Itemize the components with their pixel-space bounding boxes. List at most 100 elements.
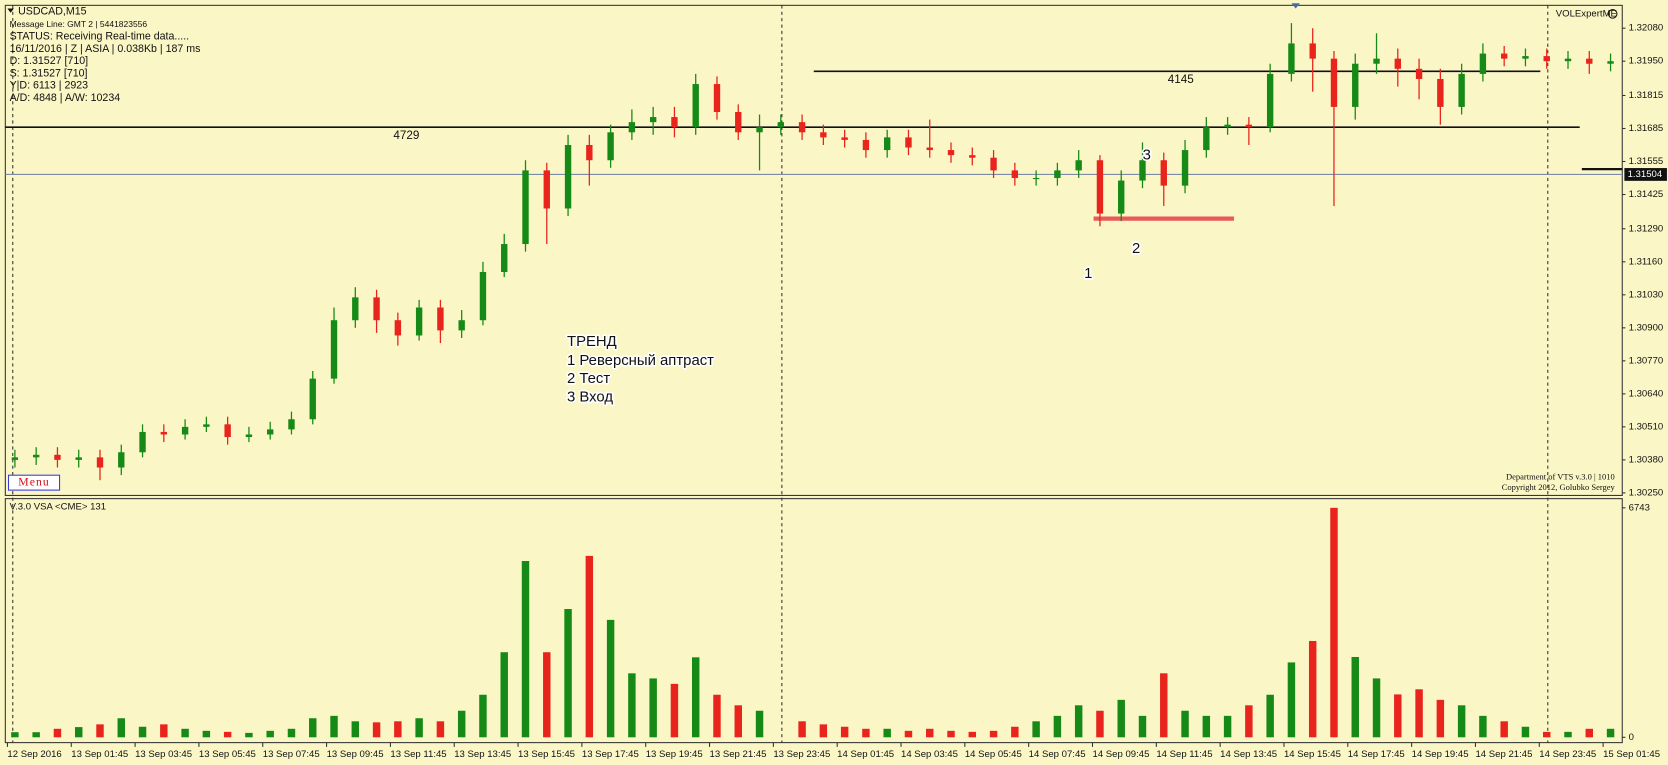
volume-bar xyxy=(1308,640,1317,738)
volume-bar xyxy=(521,561,530,738)
candle-body xyxy=(181,426,189,435)
candle-body xyxy=(139,431,146,453)
volume-bar xyxy=(1457,705,1466,738)
candle-body xyxy=(1437,78,1444,107)
x-tick-label: 13 Sep 09:45 xyxy=(327,749,384,760)
menu-box[interactable] xyxy=(7,474,61,491)
volume-bar xyxy=(1585,728,1594,738)
note-line: 2 Тест xyxy=(567,371,610,387)
candle-body xyxy=(1607,61,1614,64)
y-tick-label: 1.31030 xyxy=(1629,289,1664,300)
volume-bar xyxy=(862,728,870,738)
y-tick-label: 1.31555 xyxy=(1629,156,1664,167)
x-tick-label: 14 Sep 05:45 xyxy=(965,749,1022,760)
candle-body xyxy=(1011,170,1019,179)
volume-bar xyxy=(415,718,423,738)
candle-body xyxy=(905,137,912,148)
candle-body xyxy=(926,147,933,151)
candle-body xyxy=(1181,150,1189,186)
x-tick-label: 14 Sep 01:45 xyxy=(837,749,894,760)
candle-body xyxy=(607,132,614,161)
candle-body xyxy=(1288,43,1295,74)
level-label: 4729 xyxy=(393,129,419,142)
candle-body xyxy=(1139,160,1146,181)
volume-bar xyxy=(436,721,445,738)
volume-bar xyxy=(245,732,253,738)
candle-body xyxy=(1373,58,1380,64)
candle-body xyxy=(394,320,402,336)
marker-label: 2 xyxy=(1132,241,1140,257)
volume-bar xyxy=(713,694,721,738)
menu-button[interactable]: Menu xyxy=(7,474,61,491)
y-tick-label: 1.30640 xyxy=(1629,388,1664,399)
x-tick-label: 12 Sep 2016 xyxy=(7,749,61,760)
volume-bar xyxy=(968,731,977,738)
volume-bar xyxy=(330,715,338,738)
x-tick-label: 13 Sep 01:45 xyxy=(71,749,128,760)
footer-line: Copyright 2012, Golubko Sergey xyxy=(1502,482,1616,492)
marker-arrow xyxy=(1291,3,1300,9)
candle-body xyxy=(586,144,593,161)
candle-body xyxy=(415,307,423,336)
volume-bar xyxy=(1372,678,1381,738)
indicator-icon xyxy=(1607,9,1618,19)
volume-bar xyxy=(564,608,572,738)
x-tick-label: 14 Sep 21:45 xyxy=(1475,749,1532,760)
x-tick-label: 13 Sep 15:45 xyxy=(518,749,575,760)
candle-body xyxy=(309,378,316,420)
candle-body xyxy=(1352,63,1359,107)
volume-bar xyxy=(1287,662,1296,738)
x-tick-label: 13 Sep 03:45 xyxy=(135,749,192,760)
marker-label: 3 xyxy=(1143,147,1151,163)
y-tick-label: 1.32080 xyxy=(1629,23,1664,34)
volume-bar xyxy=(181,728,189,738)
candle-body xyxy=(543,170,550,209)
symbol-title: USDCAD,M15 xyxy=(18,6,87,18)
candle-body xyxy=(1543,56,1550,62)
info-line: STATUS: Receiving Real-time data..... xyxy=(10,31,190,43)
y-tick-label: 1.30770 xyxy=(1629,355,1664,366)
volume-bar xyxy=(1053,715,1062,738)
footer-line: Department of VTS v.3.0 | 1010 xyxy=(1506,471,1615,481)
candle-body xyxy=(1479,53,1487,74)
volume-bar xyxy=(1223,715,1232,738)
candle-body xyxy=(841,137,848,140)
volume-bar xyxy=(394,721,402,738)
volume-bar xyxy=(1564,731,1572,738)
volume-bar xyxy=(840,726,849,738)
info-line: 16/11/2016 | Z | ASIA | 0.038Kb | 187 ms xyxy=(10,43,201,55)
note-line: 1 Реверсный аптраст xyxy=(567,353,714,369)
y-tick-label: 1.31290 xyxy=(1629,223,1664,234)
volume-bar xyxy=(479,694,487,738)
candle-body xyxy=(203,424,210,427)
volume-bar xyxy=(1351,656,1359,738)
volume-bar xyxy=(989,730,998,738)
volume-bar xyxy=(543,652,551,738)
indicator-name: VOLExpertME xyxy=(1556,8,1617,19)
x-tick-label: 14 Sep 23:45 xyxy=(1539,749,1596,760)
volume-bar xyxy=(287,728,296,738)
volume-bar xyxy=(670,683,679,738)
volume-bar xyxy=(309,718,317,738)
volume-bar xyxy=(755,710,764,738)
volume-bar xyxy=(734,705,742,738)
candle-body xyxy=(54,454,61,460)
menu-label[interactable]: Menu xyxy=(18,475,50,488)
volume-bar xyxy=(457,710,466,738)
candle-body xyxy=(1394,58,1401,69)
y-tick-label: 1.30250 xyxy=(1629,487,1664,498)
candle-body xyxy=(118,452,125,468)
candle-body xyxy=(862,139,870,151)
volume-bar xyxy=(1074,705,1083,738)
candle-body xyxy=(479,271,487,321)
menu-arrow xyxy=(7,8,14,13)
volume-panel xyxy=(4,498,1623,744)
volume-bar xyxy=(649,678,657,738)
y-tick-label: 1.31160 xyxy=(1629,256,1663,267)
note-line: 3 Вход xyxy=(567,389,613,405)
x-tick-label: 14 Sep 17:45 xyxy=(1348,749,1405,760)
x-tick-label: 13 Sep 21:45 xyxy=(710,749,767,760)
candle-body xyxy=(458,320,465,331)
volume-bar xyxy=(117,718,125,738)
